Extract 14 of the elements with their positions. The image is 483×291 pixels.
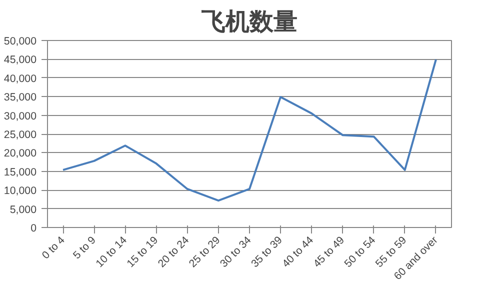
- chart-title: 飞机数量: [200, 8, 298, 36]
- y-tick-label: 30,000: [4, 110, 37, 122]
- y-tick-label: 40,000: [4, 72, 37, 85]
- x-tick-label: 0 to 4: [40, 234, 68, 262]
- line-series: [62, 58, 437, 202]
- y-tick-label: 5,000: [10, 204, 37, 216]
- y-tick-label: 25,000: [4, 129, 37, 141]
- y-tick-label: 15,000: [4, 166, 37, 178]
- y-tick-label: 45,000: [4, 54, 37, 66]
- y-tick-label: 0: [30, 222, 37, 234]
- y-tick-label: 10,000: [4, 185, 37, 198]
- y-tick-label: 50,000: [4, 36, 37, 48]
- y-tick-label: 35,000: [4, 92, 37, 104]
- y-tick-label: 20,000: [4, 148, 37, 160]
